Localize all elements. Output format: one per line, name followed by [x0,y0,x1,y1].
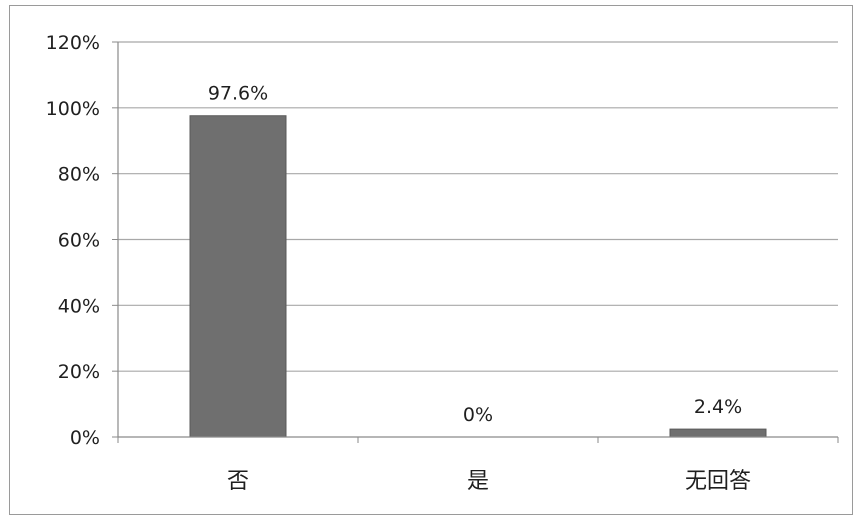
bars [189,115,767,438]
data-label: 2.4% [694,396,742,418]
x-category-label: 无回答 [685,469,751,494]
y-tick-label: 0% [70,427,100,449]
bar-1 [189,115,287,438]
y-tick-label: 20% [58,361,100,383]
labels: 0% 20% 40% 60% 80% 100% 120% 97.6% 否 0% 是 2.4% 无回答 [46,32,751,494]
y-tick-label: 120% [46,32,100,54]
y-tick-label: 60% [58,230,100,252]
x-category-label: 是 [467,469,489,494]
x-category-label: 否 [227,469,249,494]
bar-3 [669,428,767,438]
axes [112,41,839,443]
y-tick-label: 80% [58,164,100,186]
y-tick-label: 100% [46,98,100,120]
data-label: 0% [463,404,493,426]
data-label: 97.6% [208,83,268,105]
y-tick-label: 40% [58,295,100,317]
